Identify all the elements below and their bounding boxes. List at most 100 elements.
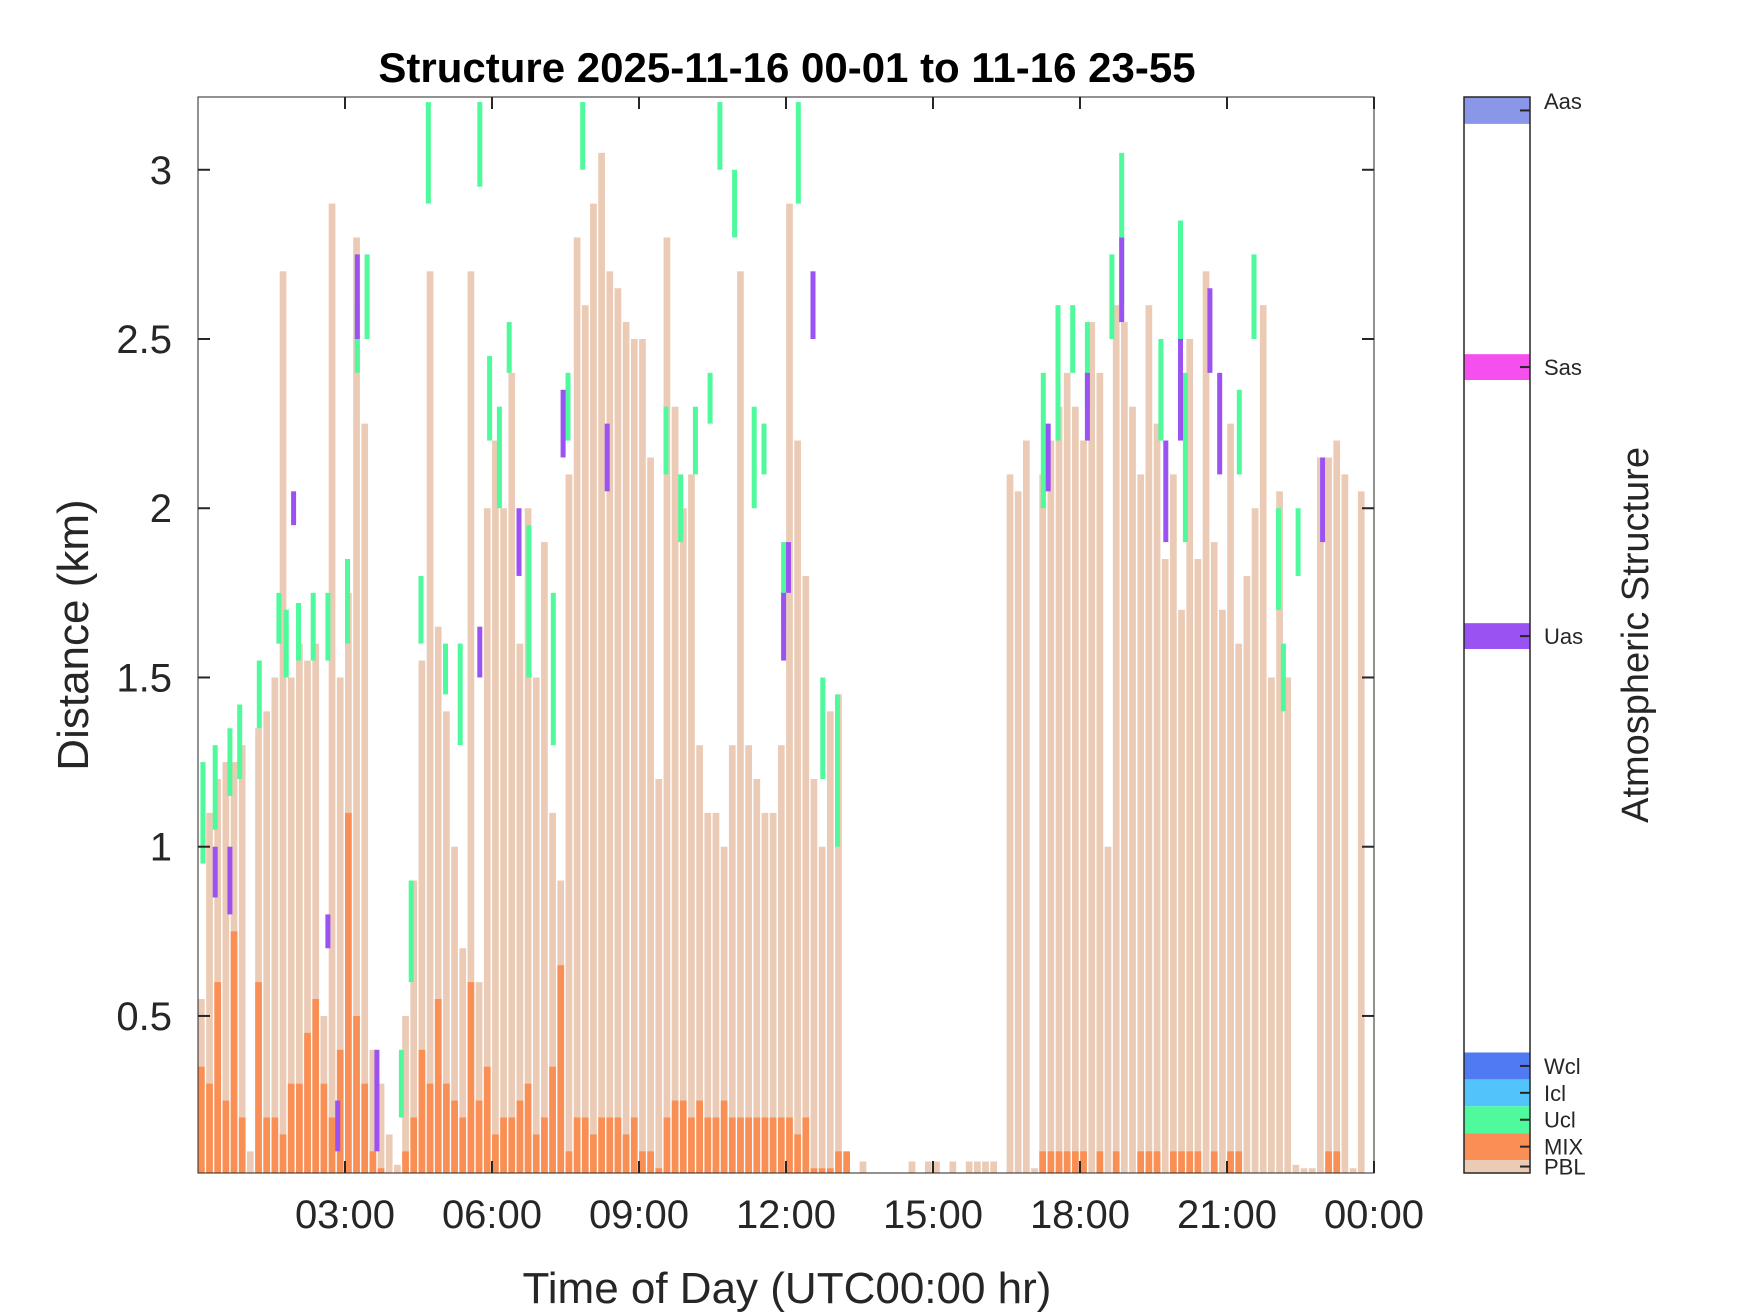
mix-bar — [418, 1049, 426, 1173]
mix-bar — [655, 1168, 663, 1173]
mix-bar — [320, 1083, 328, 1173]
uas-segment — [560, 389, 566, 458]
ucl-segment — [1251, 254, 1257, 340]
pbl-bar — [1317, 457, 1324, 1174]
y-tick-label: 2 — [150, 487, 172, 531]
mix-bar — [573, 1117, 581, 1173]
mix-bar — [263, 1117, 271, 1173]
uas-segment — [786, 542, 791, 593]
pbl-bar — [1088, 322, 1096, 1173]
mix-bar — [532, 1134, 540, 1173]
pbl-bar — [688, 474, 695, 1174]
ucl-segment — [761, 423, 767, 475]
x-tick-label: 00:00 — [1324, 1193, 1424, 1237]
pbl-bar — [794, 440, 801, 1173]
pbl-bar — [737, 271, 744, 1173]
pbl-bar — [483, 508, 491, 1173]
pbl-bar — [1292, 1164, 1300, 1173]
uas-segment — [291, 491, 297, 526]
pbl-bar — [287, 677, 295, 1173]
pbl-bar — [1186, 339, 1194, 1173]
mix-bar — [761, 1117, 769, 1173]
pbl-bar — [1121, 322, 1128, 1173]
mix-bar — [451, 1100, 458, 1173]
mix-bar — [500, 1117, 507, 1173]
mix-bar — [639, 1151, 646, 1173]
colorbar-label-mix: MIX — [1544, 1135, 1583, 1160]
uas-segment — [781, 592, 787, 661]
mix-bar — [720, 1100, 728, 1173]
uas-segment — [1320, 457, 1326, 543]
uas-segment — [1045, 423, 1051, 492]
pbl-bar — [1072, 406, 1079, 1173]
mix-bar — [492, 1134, 499, 1173]
colorbar-label-uas: Uas — [1544, 624, 1583, 649]
ucl-segment — [200, 762, 206, 864]
pbl-bar — [1202, 271, 1210, 1173]
pbl-bar — [1047, 440, 1055, 1173]
pbl-bar — [802, 575, 810, 1173]
pbl-bar — [663, 237, 671, 1173]
ucl-segment — [550, 592, 556, 746]
mix-bar — [688, 1117, 695, 1173]
mix-bar — [206, 1083, 213, 1173]
ucl-segment — [1280, 643, 1286, 712]
pbl-bar — [524, 508, 532, 1173]
mix-bar — [1210, 1151, 1218, 1173]
mix-bar — [1137, 1151, 1145, 1173]
mix-bar — [1063, 1151, 1071, 1173]
mix-bar — [802, 1117, 810, 1173]
pbl-bar — [353, 237, 360, 1173]
pbl-bar — [973, 1161, 981, 1173]
pbl-bar — [255, 728, 262, 1173]
mix-bar — [769, 1117, 777, 1173]
mix-bar — [222, 1100, 230, 1173]
pbl-bar — [336, 677, 344, 1173]
ucl-segment — [1295, 508, 1301, 576]
ucl-segment — [1236, 389, 1242, 475]
mix-bar — [704, 1117, 712, 1173]
x-tick-label: 09:00 — [589, 1193, 689, 1237]
pbl-bar — [1014, 491, 1022, 1173]
mix-bar — [524, 1083, 532, 1173]
ucl-segment — [1070, 305, 1076, 373]
pbl-bar — [1194, 559, 1202, 1173]
pbl-bar — [394, 1164, 401, 1173]
pbl-bar — [1096, 372, 1104, 1174]
pbl-bar — [598, 152, 605, 1173]
mix-bar — [835, 1151, 842, 1173]
mix-bar — [557, 965, 565, 1173]
mix-bar — [737, 1117, 744, 1173]
x-tick-label: 15:00 — [883, 1193, 983, 1237]
pbl-bar — [1349, 1168, 1357, 1173]
pbl-bar — [1153, 423, 1161, 1173]
ucl-segment — [398, 1049, 404, 1118]
pbl-bar — [1210, 542, 1218, 1173]
y-tick-label: 0.5 — [116, 995, 172, 1039]
pbl-bar — [753, 779, 761, 1173]
mix-bar — [402, 1151, 409, 1173]
mix-bar — [336, 1049, 344, 1173]
pbl-bar — [720, 846, 728, 1173]
ucl-segment — [310, 592, 316, 661]
pbl-bar — [377, 1083, 385, 1173]
pbl-bar — [745, 745, 752, 1173]
mix-bar — [826, 1168, 834, 1173]
pbl-bar — [647, 457, 654, 1174]
pbl-bar — [443, 711, 450, 1173]
pbl-bar — [786, 203, 793, 1174]
uas-segment — [374, 1049, 380, 1152]
mix-bar — [483, 1066, 491, 1173]
x-tick-label: 03:00 — [295, 1193, 395, 1237]
ucl-segment — [795, 102, 801, 204]
mix-bar — [728, 1117, 736, 1173]
pbl-bar — [492, 440, 499, 1173]
pbl-bar — [1104, 846, 1112, 1173]
pbl-bar — [1039, 474, 1047, 1174]
pbl-bar — [549, 812, 556, 1173]
mix-bar — [304, 1032, 311, 1173]
ucl-segment — [212, 745, 218, 830]
pbl-bar — [1300, 1168, 1308, 1173]
mix-bar — [1235, 1151, 1243, 1173]
plot-area — [198, 102, 1365, 1174]
